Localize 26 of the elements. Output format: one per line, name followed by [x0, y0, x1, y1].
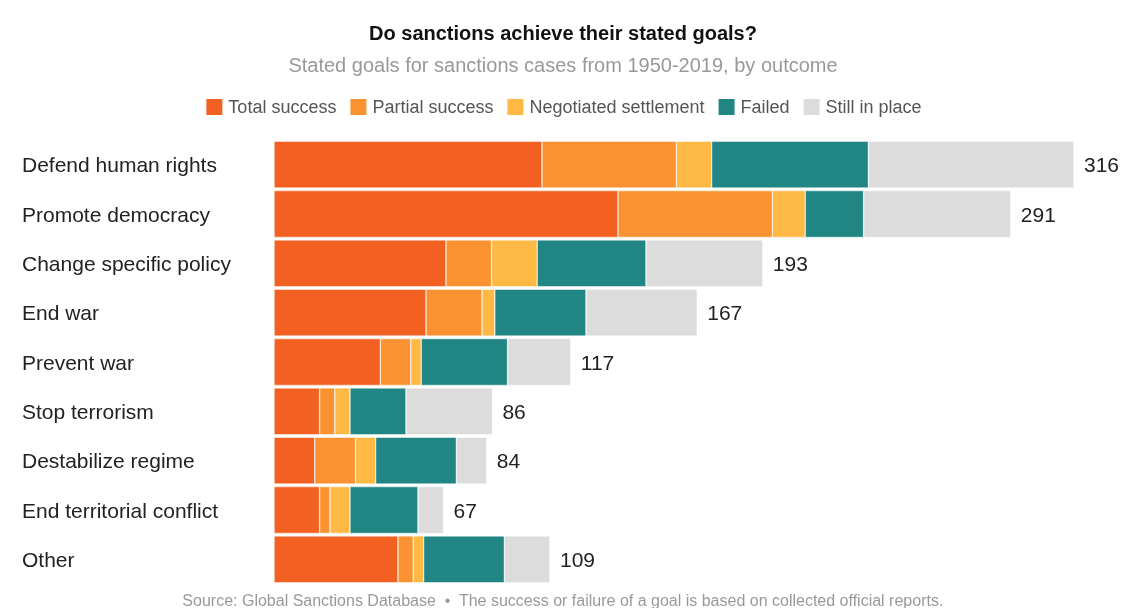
annotation: 84 — [496, 449, 521, 473]
annotation: 291 — [1020, 202, 1056, 226]
y-tick-label: Change specific policy — [22, 251, 232, 275]
chart-subtitle: Stated goals for sanctions cases from 1950-2019, by outcome — [288, 54, 838, 76]
source-note: Source: Global Sanctions Database • The success or failure of a goal is based on collected official reports. — [182, 591, 944, 608]
y-tick-label: Destabilize regime — [22, 449, 195, 473]
legend-label: Still in place — [825, 97, 922, 117]
legend-label: Negotiated settlement — [529, 97, 705, 117]
y-tick-label: Defend human rights — [22, 153, 217, 177]
legend-label: Total success — [228, 97, 337, 117]
annotation: 67 — [453, 498, 477, 522]
annotation: 86 — [502, 399, 526, 423]
annotation: 117 — [580, 350, 615, 374]
y-tick-label: Promote democracy — [22, 202, 211, 226]
legend-label: Partial success — [372, 97, 494, 117]
y-tick-label: Other — [22, 547, 75, 571]
annotation: 193 — [772, 251, 808, 275]
y-tick-label: End territorial conflict — [22, 498, 219, 522]
y-tick-label: Stop terrorism — [22, 399, 154, 423]
annotation: 167 — [707, 301, 743, 325]
annotation: 316 — [1084, 153, 1120, 177]
chart-title: Do sanctions achieve their stated goals? — [369, 22, 757, 44]
annotation: 109 — [560, 547, 596, 571]
y-tick-label: End war — [22, 301, 100, 325]
legend-label: Failed — [740, 97, 790, 117]
y-tick-label: Prevent war — [22, 350, 135, 374]
